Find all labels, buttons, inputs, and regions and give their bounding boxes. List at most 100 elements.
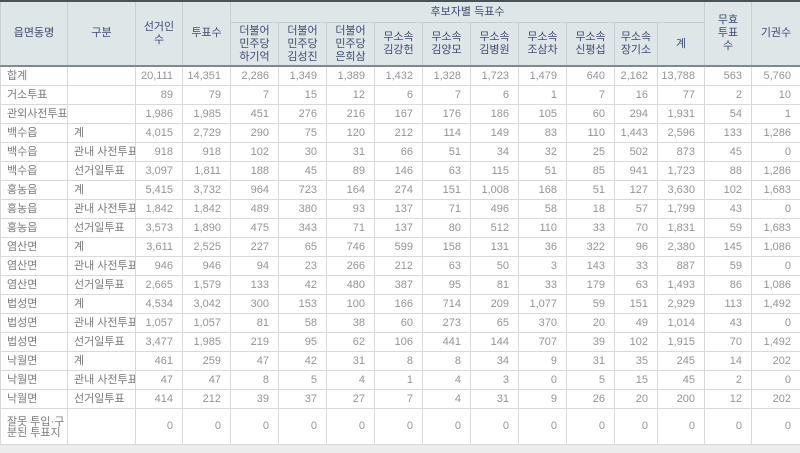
cell-candidate-vote: 168 [518,180,567,200]
cell-total: 77 [657,85,705,105]
cell-total: 3,630 [657,180,705,200]
table-header: 읍면동명 구분 선거인수 투표수 후보자별 득표수 무효투표수 기권수 더불어 … [0,0,800,67]
cell-candidate-vote: 50 [470,256,519,276]
candidate-party-and-name: 더불어 민주당 은희삼 [335,24,366,63]
table-row: 홍농읍 계 5,415 3,732 964 723 164 274 151 1,008 168 51 1… [0,180,800,200]
cell-candidate-vote: 30 [278,142,327,162]
cell-candidate-vote: 167 [374,104,423,124]
cell-candidate-vote: 42 [278,275,327,295]
cell-total: 1,723 [657,161,705,181]
cell-abstentions: 5,760 [751,65,800,86]
table-row: 낙월면 계 461 259 47 42 31 8 8 34 9 31 35 245 14 202 [0,351,800,371]
cell-electorate: 4,534 [135,294,183,314]
cell-candidate-vote: 212 [374,256,423,276]
cell-category: 선거일투표 [67,389,136,409]
cell-candidate-vote: 59 [566,294,615,314]
cell-candidate-vote: 39 [566,332,615,352]
cell-abstentions: 202 [751,389,800,409]
cell-candidate-vote: 9 [518,351,567,371]
cell-votes: 3,732 [182,180,231,200]
cell-electorate: 1,842 [135,199,183,219]
cell-candidate-vote: 31 [470,389,519,409]
cell-candidate-vote: 149 [470,123,519,143]
cell-abstentions: 1,286 [751,161,800,181]
cell-total: 13,788 [657,65,705,86]
cell-candidate-vote: 370 [518,313,567,333]
cell-candidate-vote: 6 [374,85,423,105]
column-header-candidate: 더불어 민주당 하기억 [230,22,279,67]
cell-candidate-vote: 9 [518,389,567,409]
cell-candidate-vote: 0 [326,408,375,445]
cell-candidate-vote: 941 [614,161,658,181]
table-row: 합계 20,111 14,351 2,286 1,349 1,389 1,432 1,328 1… [0,65,800,86]
column-header-candidate: 더불어 민주당 은희삼 [326,22,375,67]
cell-invalid-votes: 45 [704,142,752,162]
cell-votes: 3,042 [182,294,231,314]
cell-candidate-vote: 34 [470,351,519,371]
cell-electorate: 5,415 [135,180,183,200]
table-row: 백수읍 계 4,015 2,729 290 75 120 212 114 149 83 110 1,44… [0,123,800,143]
cell-candidate-vote: 7 [566,85,615,105]
cell-candidate-vote: 640 [566,65,615,86]
cell-category: 관내 사전투표 [67,370,136,390]
cell-candidate-vote: 300 [230,294,279,314]
cell-candidate-vote: 12 [326,85,375,105]
cell-region: 합계 [0,65,68,86]
cell-region: 염산면 [0,237,68,257]
cell-candidate-vote: 60 [566,104,615,124]
cell-candidate-vote: 4 [422,370,471,390]
cell-votes: 1,811 [182,161,231,181]
cell-invalid-votes: 86 [704,275,752,295]
cell-candidate-vote: 489 [230,199,279,219]
cell-candidate-vote: 115 [470,161,519,181]
cell-candidate-vote: 186 [470,104,519,124]
cell-candidate-vote: 131 [470,237,519,257]
cell-candidate-vote: 723 [278,180,327,200]
cell-category: 선거일투표 [67,161,136,181]
cell-electorate: 3,097 [135,161,183,181]
cell-candidate-vote: 62 [326,332,375,352]
cell-candidate-vote: 63 [614,275,658,295]
cell-category [67,408,136,445]
cell-candidate-vote: 441 [422,332,471,352]
cell-candidate-vote: 33 [518,275,567,295]
column-header-candidate-votes-banner: 후보자별 득표수 [230,0,705,23]
cell-candidate-vote: 322 [566,237,615,257]
cell-candidate-vote: 38 [326,313,375,333]
cell-candidate-vote: 1,723 [470,65,519,86]
cell-candidate-vote: 144 [470,332,519,352]
cell-candidate-vote: 964 [230,180,279,200]
cell-candidate-vote: 83 [518,123,567,143]
cell-candidate-vote: 81 [470,275,519,295]
cell-candidate-vote: 23 [278,256,327,276]
table-row: 염산면 계 3,611 2,525 227 65 746 599 158 131 36 322 96 2,… [0,237,800,257]
cell-candidate-vote: 4 [326,370,375,390]
cell-total: 873 [657,142,705,162]
cell-candidate-vote: 100 [326,294,375,314]
cell-candidate-vote: 45 [278,161,327,181]
cell-candidate-vote: 219 [230,332,279,352]
cell-electorate: 946 [135,256,183,276]
cell-electorate: 3,573 [135,218,183,238]
cell-invalid-votes: 133 [704,123,752,143]
cell-candidate-vote: 176 [422,104,471,124]
cell-candidate-vote: 276 [278,104,327,124]
cell-candidate-vote: 166 [374,294,423,314]
cell-abstentions: 1,683 [751,218,800,238]
cell-invalid-votes: 88 [704,161,752,181]
cell-electorate: 461 [135,351,183,371]
cell-candidate-vote: 102 [230,142,279,162]
cell-candidate-vote: 3 [470,370,519,390]
cell-candidate-vote: 0 [518,408,567,445]
cell-total: 2,929 [657,294,705,314]
table-row: 법성면 선거일투표 3,477 1,985 219 95 62 106 441 144 707 39 1… [0,332,800,352]
cell-candidate-vote: 714 [422,294,471,314]
cell-votes: 1,890 [182,218,231,238]
cell-abstentions: 1 [751,104,800,124]
cell-candidate-vote: 209 [470,294,519,314]
cell-category [67,65,136,86]
cell-abstentions: 202 [751,351,800,371]
candidate-party-and-name: 더불어 민주당 하기억 [239,24,270,63]
cell-candidate-vote: 51 [422,142,471,162]
column-header-region: 읍면동명 [0,0,68,67]
